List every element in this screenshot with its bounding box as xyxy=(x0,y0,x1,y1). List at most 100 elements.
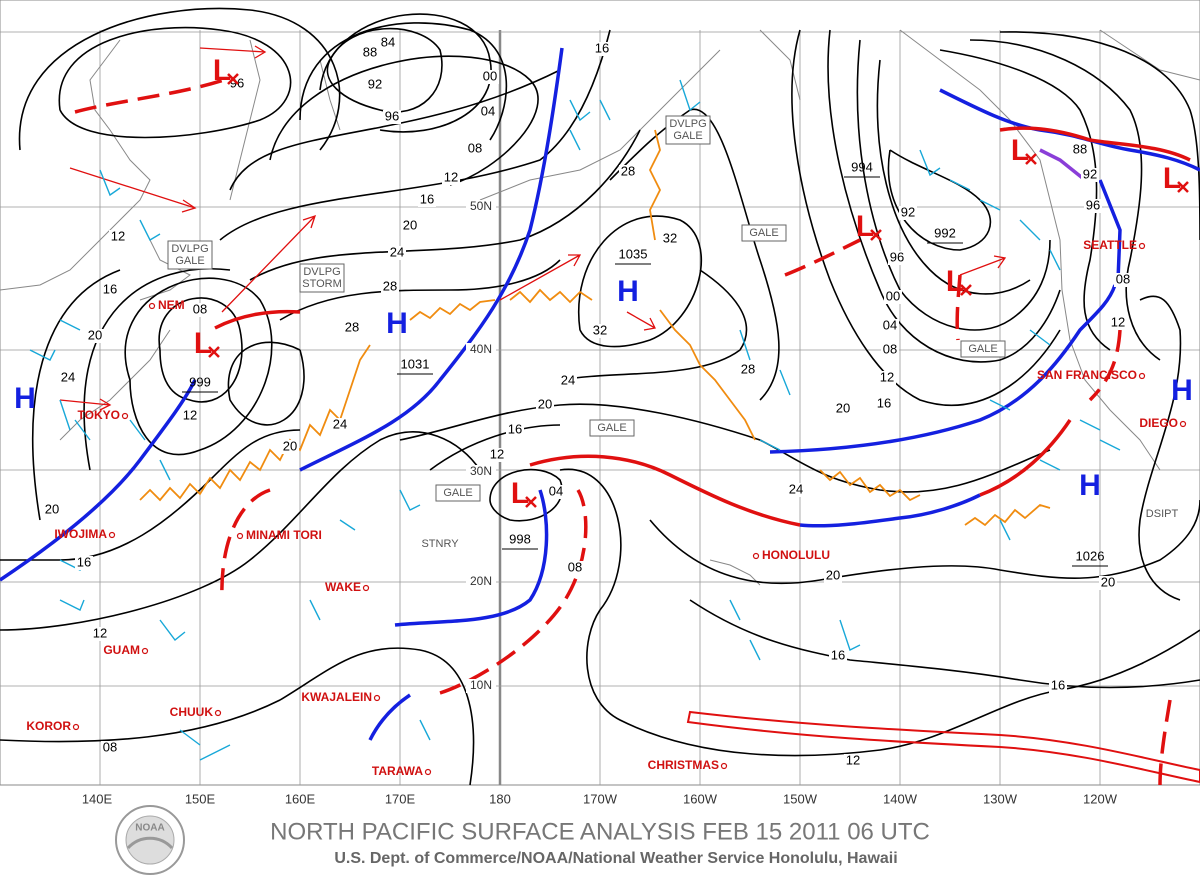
isobar-label: 20 xyxy=(403,217,417,232)
isobar-label-bg xyxy=(536,398,554,412)
isobar-label: 92 xyxy=(901,204,915,219)
pressure-center-letter: H xyxy=(1171,374,1193,407)
isobar-label-bg xyxy=(829,649,847,663)
isobar-label-bg xyxy=(479,105,497,119)
place-marker xyxy=(214,709,222,717)
isobar-label-bg xyxy=(1081,168,1099,182)
troughs-orange xyxy=(139,129,1051,527)
isobar-label: 16 xyxy=(508,421,522,436)
warning-label: GALE xyxy=(749,227,778,239)
isobar-label: 16 xyxy=(103,281,117,296)
logo-text: NOAA xyxy=(135,823,164,834)
longitude-label: 140E xyxy=(82,791,113,806)
central-pressure: 998 xyxy=(509,531,531,546)
isobar-label-bg xyxy=(619,165,637,179)
longitude-label: 150E xyxy=(185,791,216,806)
place-marker xyxy=(236,532,244,540)
isobar-label-bg xyxy=(547,485,565,499)
pressure-center-letter: L xyxy=(213,54,231,87)
low-center-x xyxy=(1177,181,1189,193)
central-pressure: 1035 xyxy=(619,246,648,261)
isobar-label: 28 xyxy=(383,278,397,293)
central-pressure: 994 xyxy=(851,159,873,174)
central-pressure: 1026 xyxy=(1076,548,1105,563)
low-center-x xyxy=(525,496,537,508)
pressure-center-letter: L xyxy=(1011,134,1029,167)
latitude-label-bg xyxy=(466,679,496,693)
low-center-x xyxy=(227,73,239,85)
isobar-label: 28 xyxy=(741,361,755,376)
place-marker xyxy=(752,552,760,560)
pressure-center-letter: H xyxy=(1079,469,1101,502)
longitude-label: 160E xyxy=(285,791,316,806)
isobar-label: 24 xyxy=(561,372,575,387)
place-name: GUAM xyxy=(103,643,140,657)
isobar-label: 12 xyxy=(93,625,107,640)
place-name: HONOLULU xyxy=(762,548,830,562)
isobar-label: 28 xyxy=(345,319,359,334)
pressure-center-letter: H xyxy=(14,382,36,415)
longitude-label: 170E xyxy=(385,791,416,806)
isobar-label-bg xyxy=(488,448,506,462)
isobar-label: 20 xyxy=(1101,574,1115,589)
place-marker xyxy=(141,647,149,655)
isobar-label: 32 xyxy=(663,230,677,245)
central-pressure: 999 xyxy=(189,374,211,389)
place-name: KWAJALEIN xyxy=(301,690,372,704)
isobar-label-bg xyxy=(86,329,104,343)
map-subtitle: U.S. Dept. of Commerce/NOAA/National Wea… xyxy=(334,850,897,867)
low-center-x xyxy=(1025,153,1037,165)
place-name: WAKE xyxy=(325,580,361,594)
isobar-label: 12 xyxy=(1111,314,1125,329)
place-name: CHUUK xyxy=(170,705,214,719)
isobar-label-bg xyxy=(418,193,436,207)
isobar-label-bg xyxy=(1084,199,1102,213)
latitude-label-bg xyxy=(466,575,496,589)
isobar-label-bg xyxy=(593,42,611,56)
isobar-label: 84 xyxy=(381,34,395,49)
isobar-label: 20 xyxy=(538,396,552,411)
isobar-label-bg xyxy=(281,440,299,454)
latitude-label-bg xyxy=(466,200,496,214)
isobar-label-bg xyxy=(75,556,93,570)
isobar-label-bg xyxy=(1109,316,1127,330)
warning-label: GALE xyxy=(175,255,204,267)
warning-label: GALE xyxy=(443,487,472,499)
isobar-label-bg xyxy=(739,363,757,377)
warning-box xyxy=(960,340,1006,358)
isobar-label: 16 xyxy=(595,40,609,55)
pressure-center-letter: L xyxy=(194,327,212,360)
isobar-label: 96 xyxy=(385,108,399,123)
pressure-center-letter: L xyxy=(1163,162,1181,195)
isobar-label-bg xyxy=(881,319,899,333)
isobar-label: 12 xyxy=(846,752,860,767)
place-name: IWOJIMA xyxy=(54,527,107,541)
warning-box xyxy=(299,263,345,293)
longitude-label: 160W xyxy=(683,791,718,806)
isobar-label-bg xyxy=(824,569,842,583)
place-name: NEM xyxy=(158,298,185,312)
isobar-label: 16 xyxy=(831,647,845,662)
map-labels: 140E 150E 160E 170E 180 170W 160W 150W 140W 130W 1… xyxy=(14,34,1193,806)
place-name: TARAWA xyxy=(372,764,423,778)
low-center-x xyxy=(870,229,882,241)
low-center-x xyxy=(208,346,220,358)
pressure-center-letter: L xyxy=(946,265,964,298)
isobar-label: 08 xyxy=(193,301,207,316)
graticule xyxy=(0,30,1200,785)
warning-box xyxy=(435,484,481,502)
longitude-label: 130W xyxy=(983,791,1018,806)
isobar-label: 16 xyxy=(877,395,891,410)
warning-box xyxy=(589,419,635,437)
fronts xyxy=(0,47,1200,786)
map-title: NORTH PACIFIC SURFACE ANALYSIS FEB 15 20… xyxy=(270,818,930,845)
isobar-label: 24 xyxy=(390,244,404,259)
isobar-label: 20 xyxy=(45,501,59,516)
place-marker xyxy=(1138,372,1146,380)
pressure-center-letter: L xyxy=(856,210,874,243)
isobar-label: 12 xyxy=(111,228,125,243)
isobar-label: 88 xyxy=(1073,141,1087,156)
warning-box xyxy=(741,224,787,242)
isobar-label: 96 xyxy=(890,249,904,264)
